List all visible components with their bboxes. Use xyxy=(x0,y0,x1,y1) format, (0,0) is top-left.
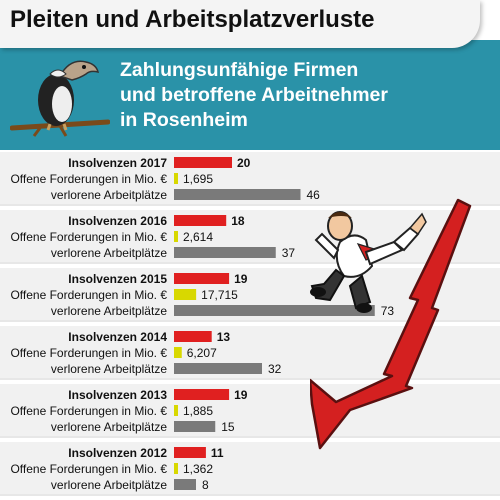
insolvency-bar xyxy=(174,389,230,400)
jobs-value: 15 xyxy=(221,420,235,434)
insolvency-value: 13 xyxy=(217,330,231,344)
insolvency-value: 19 xyxy=(234,388,248,402)
insolvency-value: 19 xyxy=(234,272,248,286)
jobs-bar xyxy=(174,247,276,258)
claims-bar xyxy=(174,173,178,184)
jobs-bar xyxy=(174,479,196,490)
claims-label: Offene Forderungen in Mio. € xyxy=(10,230,167,244)
subtitle-line-2: und betroffene Arbeitnehmer xyxy=(120,84,388,106)
claims-bar xyxy=(174,463,178,474)
jobs-bar xyxy=(174,189,301,200)
claims-label: Offene Forderungen in Mio. € xyxy=(10,462,167,476)
claims-label: Offene Forderungen in Mio. € xyxy=(10,288,167,302)
claims-value: 1,695 xyxy=(183,172,213,186)
jobs-bar xyxy=(174,305,375,316)
year-label: Insolvenzen 2015 xyxy=(68,272,167,286)
claims-value: 6,207 xyxy=(187,346,217,360)
insolvency-bar xyxy=(174,157,232,168)
subtitle-line-1: Zahlungsunfähige Firmen xyxy=(120,59,359,81)
falling-scene xyxy=(310,198,472,450)
falling-businessman-icon xyxy=(310,211,427,313)
claims-value: 2,614 xyxy=(183,230,213,244)
jobs-label: verlorene Arbeitplätze xyxy=(51,478,167,492)
banner xyxy=(0,40,500,150)
jobs-label: verlorene Arbeitplätze xyxy=(51,420,167,434)
claims-bar xyxy=(174,289,197,300)
insolvency-value: 20 xyxy=(237,156,251,170)
group-background xyxy=(0,384,500,436)
jobs-value: 32 xyxy=(268,362,282,376)
insolvency-bar xyxy=(174,273,230,284)
group-background xyxy=(0,442,500,494)
year-label: Insolvenzen 2014 xyxy=(68,330,167,344)
insolvency-value: 11 xyxy=(211,446,224,460)
year-label: Insolvenzen 2013 xyxy=(68,388,167,402)
subtitle-line-3: in Rosenheim xyxy=(120,109,248,131)
claims-value: 17,715 xyxy=(201,288,238,302)
year-label: Insolvenzen 2012 xyxy=(68,446,167,460)
jobs-label: verlorene Arbeitplätze xyxy=(51,362,167,376)
claims-bar xyxy=(174,231,178,242)
claims-label: Offene Forderungen in Mio. € xyxy=(10,404,167,418)
year-label: Insolvenzen 2016 xyxy=(68,214,167,228)
claims-value: 1,885 xyxy=(183,404,213,418)
claims-label: Offene Forderungen in Mio. € xyxy=(10,346,167,360)
page-title: Pleiten und Arbeitsplatzverluste xyxy=(10,6,375,33)
claims-value: 1,362 xyxy=(183,462,213,476)
title-bar: Pleiten und Arbeitsplatzverluste xyxy=(0,0,480,48)
jobs-label: verlorene Arbeitplätze xyxy=(51,246,167,260)
year-label: Insolvenzen 2017 xyxy=(68,156,167,170)
subtitle: Zahlungsunfähige Firmen und betroffene A… xyxy=(120,58,480,133)
insolvency-bar xyxy=(174,331,212,342)
jobs-value: 46 xyxy=(307,188,321,202)
insolvency-bar xyxy=(174,447,206,458)
jobs-value: 37 xyxy=(282,246,296,260)
jobs-value: 73 xyxy=(381,304,395,318)
jobs-label: verlorene Arbeitplätze xyxy=(51,188,167,202)
claims-bar xyxy=(174,405,178,416)
vulture-icon xyxy=(10,60,110,137)
claims-label: Offene Forderungen in Mio. € xyxy=(10,172,167,186)
jobs-value: 8 xyxy=(202,478,209,492)
jobs-label: verlorene Arbeitplätze xyxy=(51,304,167,318)
insolvency-value: 18 xyxy=(231,214,245,228)
jobs-bar xyxy=(174,363,262,374)
claims-bar xyxy=(174,347,182,358)
insolvency-bar xyxy=(174,215,227,226)
falling-arrow-icon xyxy=(310,198,472,450)
jobs-bar xyxy=(174,421,216,432)
